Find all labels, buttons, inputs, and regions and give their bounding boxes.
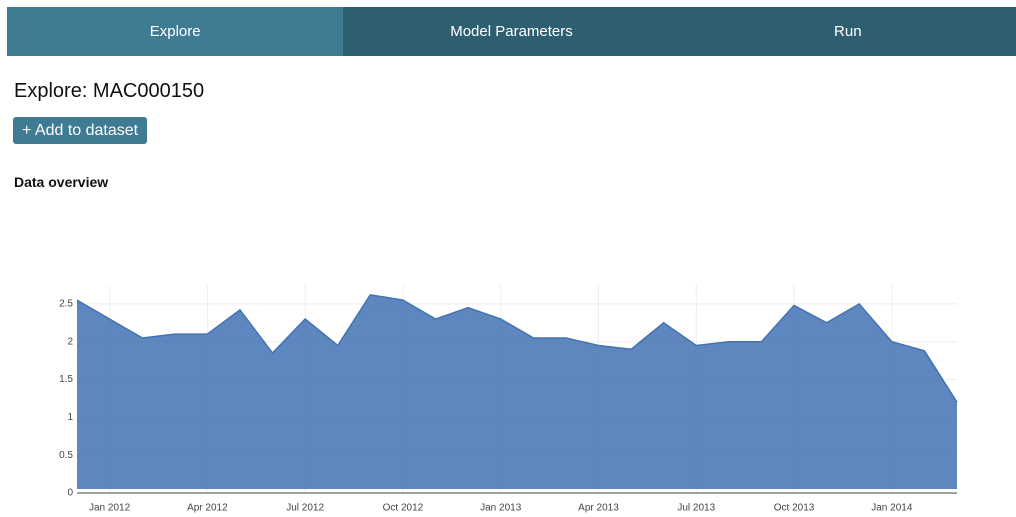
nav-bar: Explore Model Parameters Run <box>7 7 1016 56</box>
page-title: Explore: MAC000150 <box>14 80 205 102</box>
x-tick-label: Jan 2014 <box>871 503 913 514</box>
x-tick-label: Jan 2012 <box>89 503 131 514</box>
x-tick-label: Jul 2013 <box>677 503 715 514</box>
y-tick-label: 2 <box>67 336 73 347</box>
tab[interactable]: Run <box>834 23 862 40</box>
line <box>76 294 958 403</box>
x-tick-label: Oct 2012 <box>383 503 424 514</box>
y-tick-label: 2.5 <box>59 299 73 310</box>
section-title: Data overview <box>14 174 109 190</box>
area <box>77 294 957 489</box>
y-tick-label: 1 <box>67 412 73 423</box>
y-tick-label: 0.5 <box>59 450 73 461</box>
x-tick-label: Jan 2013 <box>480 503 522 514</box>
tab[interactable]: Model Parameters <box>450 23 573 40</box>
add-button[interactable]: + Add to dataset <box>13 117 148 144</box>
y-tick-label: 1.5 <box>59 374 73 385</box>
x-tick-label: Apr 2013 <box>578 503 619 514</box>
y-tick-label: 0 <box>67 488 73 499</box>
tab[interactable]: Explore <box>7 7 344 56</box>
x-tick-label: Jul 2012 <box>286 503 324 514</box>
x-tick-label: Oct 2013 <box>774 503 815 514</box>
x-tick-label: Apr 2012 <box>187 503 228 514</box>
